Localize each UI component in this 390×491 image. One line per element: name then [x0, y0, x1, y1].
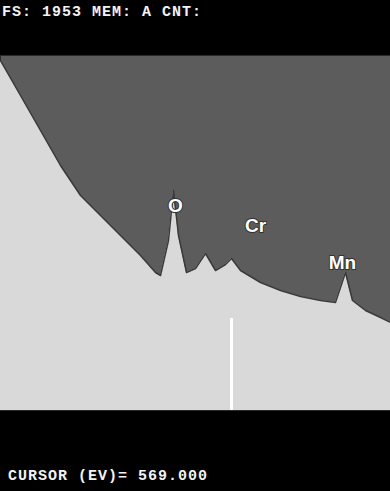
- html-text:CURSOR (EV)= 569.000: CURSOR (EV)= 569.000: [8, 468, 208, 485]
- svg-text:Cr: Cr: [245, 215, 267, 236]
- html-text:FS: 1953 MEM: A CNT:: FS: 1953 MEM: A CNT:: [2, 4, 202, 21]
- svg-text:Mn: Mn: [329, 252, 356, 273]
- svg-text:O: O: [168, 195, 183, 216]
